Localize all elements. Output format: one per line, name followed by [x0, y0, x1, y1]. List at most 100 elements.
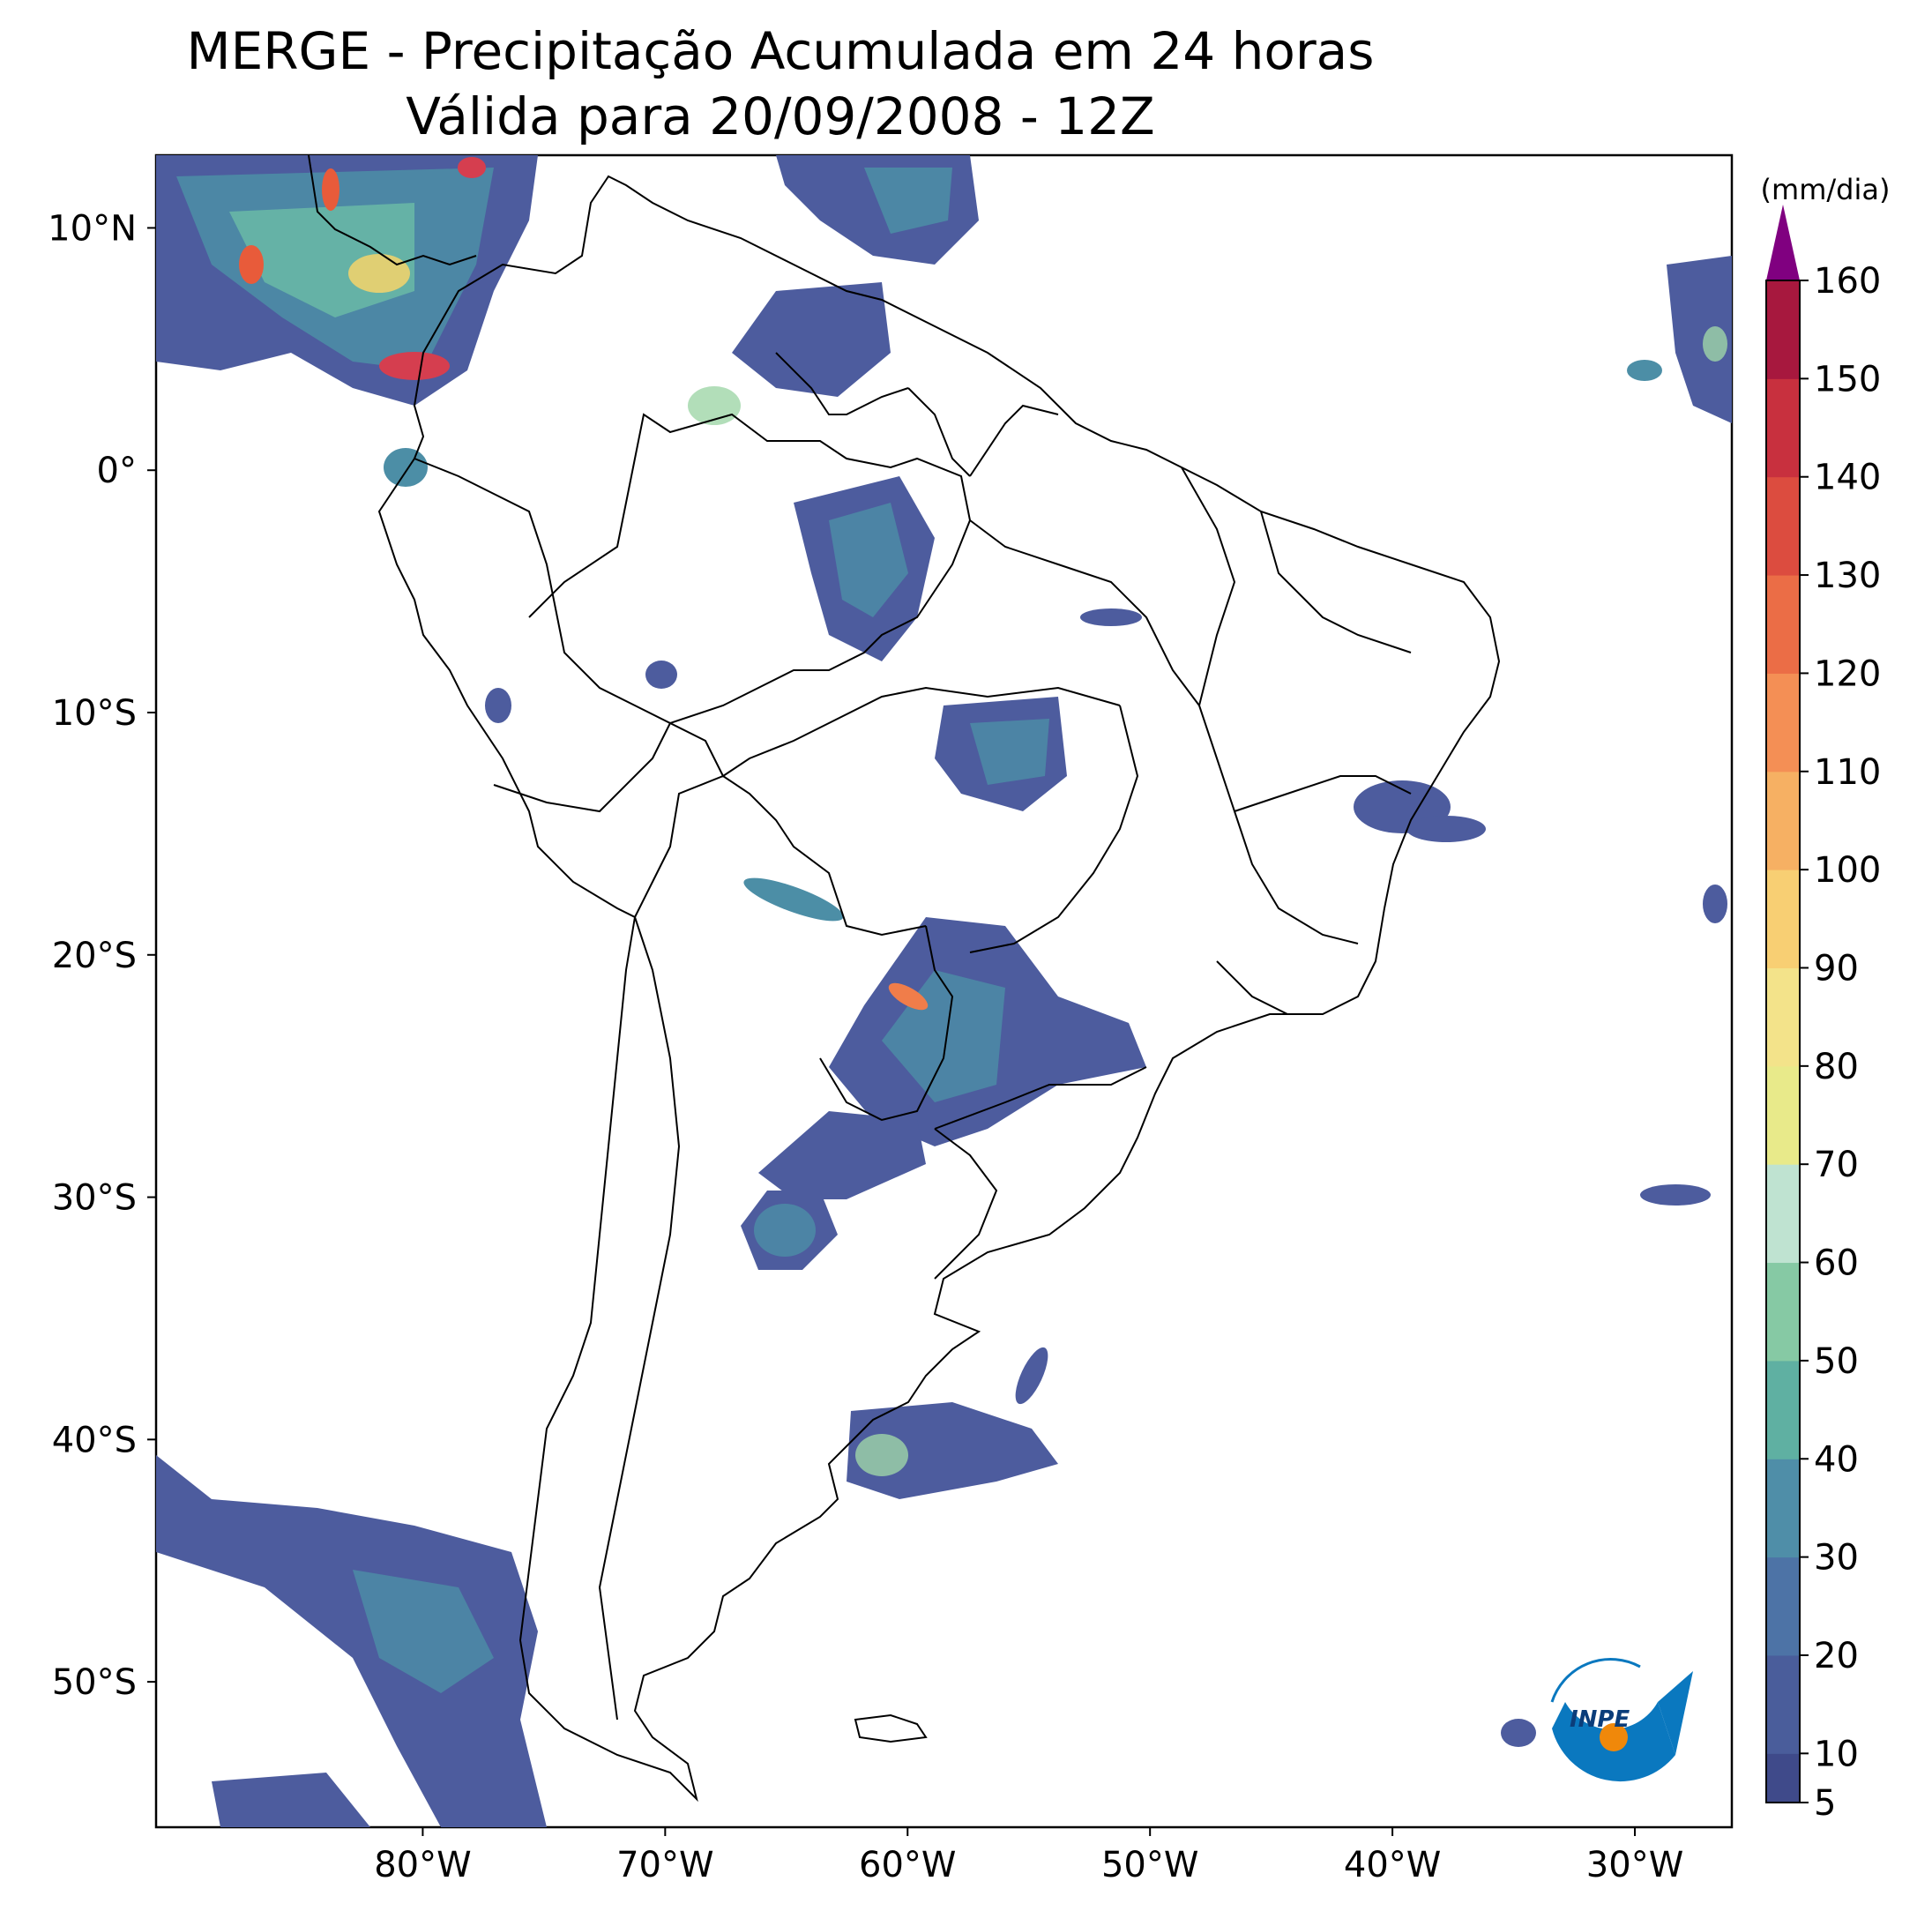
- border-bolivia-south: [634, 774, 927, 937]
- rain-area-argentina-ne: [758, 1111, 926, 1199]
- logo-dot-icon: [1600, 1723, 1628, 1751]
- longitude-labels: 80°W 70°W 60°W 50°W 40°W 30°W: [374, 1827, 1683, 1885]
- colorbar-band: [1766, 378, 1800, 478]
- rain-area-bahia-2: [1406, 816, 1486, 842]
- border-chile-argentina: [598, 916, 681, 1721]
- lat-tick-label: 10°S: [52, 693, 137, 734]
- colorbar-tick-label: 140: [1814, 458, 1881, 498]
- border-brazil-states-5: [1234, 775, 1412, 812]
- colorbar: 5 10 20 30 40 50 60 70 80 90 100 110 120 130 140 150 160…: [1761, 173, 1891, 1824]
- colorbar-band: [1766, 967, 1800, 1067]
- border-brazil-states-6: [1216, 960, 1288, 1015]
- colorbar-tick-label: 90: [1814, 948, 1859, 989]
- colorbar-band: [1766, 1556, 1800, 1656]
- rain-core-caribbean: [864, 168, 952, 234]
- rain-peak-1: [239, 245, 264, 284]
- border-bolivia-brazil: [493, 686, 1121, 813]
- colorbar-tick-label: 160: [1814, 261, 1881, 302]
- lat-tick-label: 40°S: [52, 1420, 137, 1460]
- colorbar-band: [1766, 1065, 1800, 1165]
- colorbar-band: [1766, 476, 1800, 576]
- colorbar-band: [1766, 771, 1800, 870]
- rain-core-mato-grosso: [970, 719, 1049, 785]
- rain-core-east-atlantic: [1703, 326, 1727, 362]
- outline-falklands: [854, 1713, 928, 1743]
- rain-area-peru-2: [485, 688, 511, 723]
- colorbar-tick-label: 120: [1814, 653, 1881, 694]
- border-guyana: [907, 387, 971, 477]
- colorbar-tick-label: 50: [1814, 1341, 1859, 1382]
- rain-area-atlantic-1: [1015, 1347, 1048, 1405]
- colorbar-band: [1766, 1753, 1800, 1803]
- colorbar-tick-label: 80: [1814, 1047, 1859, 1087]
- colorbar-band: [1766, 1164, 1800, 1264]
- rain-area-patagonia: [847, 1402, 1058, 1499]
- rain-area-east-atlantic-2: [1627, 360, 1662, 381]
- latitude-labels: 10°N 0° 10°S 20°S 30°S 40°S 50°S: [48, 208, 156, 1703]
- colorbar-tick-label: 30: [1814, 1538, 1859, 1579]
- rain-area-south-atlantic: [1501, 1719, 1536, 1747]
- border-colombia-peru-brazil: [414, 413, 972, 725]
- colorbar-tick-label: 110: [1814, 752, 1881, 793]
- colorbar-extend-arrow: [1766, 205, 1800, 280]
- colorbar-band: [1766, 1654, 1800, 1754]
- rain-area-south-pacific-2: [212, 1773, 370, 1827]
- lon-tick-label: 60°W: [859, 1845, 956, 1885]
- rain-area-para: [1080, 608, 1142, 626]
- logo-arrow-icon: [1658, 1671, 1693, 1755]
- rain-core-south-pacific: [353, 1570, 494, 1693]
- lon-tick-label: 70°W: [616, 1845, 713, 1885]
- lat-tick-label: 20°S: [52, 936, 137, 976]
- rain-area-ecuador: [384, 448, 428, 487]
- border-brazil-states-3: [1181, 467, 1236, 706]
- lon-tick-label: 50°W: [1101, 1845, 1198, 1885]
- colorbar-band: [1766, 575, 1800, 674]
- colorbar-frame: [1765, 280, 1801, 1803]
- border-brazil-states-2: [969, 705, 1139, 953]
- map-title: MERGE - Precipitação Acumulada em 24 hor…: [186, 21, 1375, 81]
- logo-orbit: [1550, 1658, 1641, 1703]
- colorbar-tick-label: 20: [1814, 1636, 1859, 1676]
- colorbar-band: [1766, 1262, 1800, 1362]
- colorbar-band: [1766, 280, 1800, 379]
- colorbar-tick-label: 100: [1814, 850, 1881, 891]
- lat-tick-label: 50°S: [52, 1662, 137, 1703]
- border-suriname: [969, 404, 1059, 477]
- rain-peak-3: [322, 168, 339, 211]
- rain-core-argentina-c: [754, 1204, 816, 1257]
- rain-area-east-atlantic: [1667, 256, 1732, 423]
- colorbar-ticks: 5 10 20 30 40 50 60 70 80 90 100 110 120 130 140 150 160: [1800, 261, 1881, 1824]
- lat-tick-label: 10°N: [48, 208, 137, 249]
- map-subtitle: Válida para 20/09/2008 - 12Z: [406, 86, 1155, 146]
- lat-tick-label: 30°S: [52, 1178, 137, 1219]
- outline-central-america: [308, 155, 477, 266]
- border-uruguay: [934, 1128, 998, 1280]
- colorbar-band: [1766, 870, 1800, 968]
- logo-text: INPE: [1570, 1706, 1630, 1733]
- border-venezuela: [775, 352, 909, 415]
- rain-area-east-atlantic-4: [1640, 1184, 1711, 1206]
- lon-tick-label: 80°W: [374, 1845, 471, 1885]
- rain-area-bolivia: [743, 877, 844, 922]
- precipitation-layer: [156, 155, 1732, 1827]
- colorbar-tick-label: 10: [1814, 1734, 1859, 1774]
- colorbar-bands: [1766, 280, 1800, 1803]
- colorbar-tick-label: 150: [1814, 359, 1881, 399]
- lon-tick-label: 30°W: [1586, 1845, 1683, 1885]
- coastline-south-america: [308, 155, 1501, 1803]
- colorbar-unit-label: (mm/dia): [1761, 173, 1891, 206]
- border-paraguay: [819, 925, 954, 1122]
- border-brazil-south: [934, 1066, 1147, 1130]
- colorbar-tick-label: 40: [1814, 1439, 1859, 1480]
- rain-area-south-pacific: [156, 1455, 547, 1827]
- rain-core-amazon: [829, 503, 908, 617]
- rain-peak-paraguay: [888, 982, 929, 1011]
- rain-peak-4: [348, 254, 410, 293]
- rain-area-peru: [645, 661, 677, 689]
- continent-outline: [377, 175, 1501, 1803]
- colorbar-band: [1766, 1459, 1800, 1558]
- rain-core-patagonia: [855, 1434, 908, 1476]
- colorbar-tick-label: 130: [1814, 556, 1881, 596]
